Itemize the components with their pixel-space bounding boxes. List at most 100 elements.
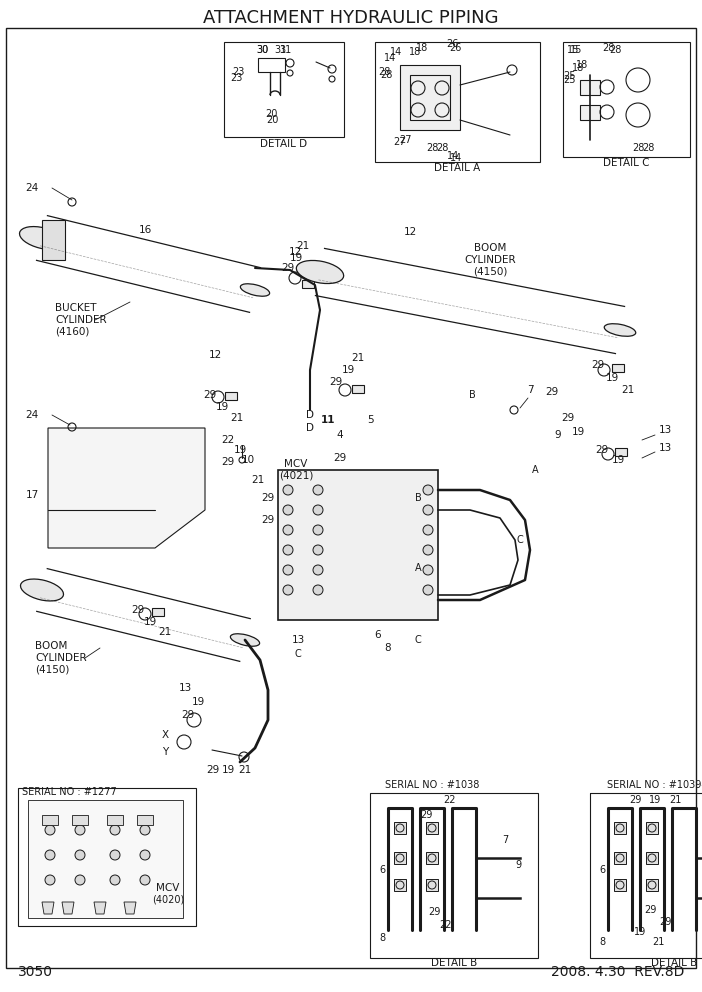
Text: 29: 29 [420, 810, 432, 820]
Circle shape [110, 825, 120, 835]
Text: 12: 12 [289, 247, 302, 257]
Text: Y: Y [162, 747, 168, 757]
Text: 28: 28 [426, 143, 438, 153]
Bar [302, 280, 314, 288]
Circle shape [313, 545, 323, 555]
Text: 9: 9 [555, 430, 562, 440]
Text: C: C [295, 649, 301, 659]
Text: 29: 29 [131, 605, 145, 615]
Circle shape [423, 525, 433, 535]
Text: 27: 27 [399, 135, 411, 145]
Bar [224, 42, 344, 137]
Text: BOOM
CYLINDER
(4150): BOOM CYLINDER (4150) [35, 642, 86, 675]
Text: 30: 30 [256, 45, 268, 55]
Circle shape [283, 545, 293, 555]
Text: 10: 10 [241, 455, 255, 465]
Text: 19: 19 [221, 765, 234, 775]
Bar [107, 815, 123, 825]
Text: 8: 8 [599, 937, 605, 947]
Text: 14: 14 [450, 153, 462, 163]
Circle shape [423, 565, 433, 575]
Text: B: B [469, 390, 475, 400]
Text: 24: 24 [25, 183, 39, 193]
Text: 29: 29 [204, 390, 217, 400]
Circle shape [75, 875, 85, 885]
Text: 25: 25 [564, 71, 576, 81]
Text: 29: 29 [428, 907, 440, 917]
Text: D: D [306, 410, 314, 420]
Text: 5: 5 [366, 415, 373, 425]
Text: 19: 19 [634, 927, 646, 937]
Text: 28: 28 [436, 143, 448, 153]
Text: 23: 23 [230, 73, 242, 83]
Text: 16: 16 [138, 225, 152, 235]
Text: 29: 29 [595, 445, 609, 455]
Text: 29: 29 [206, 765, 220, 775]
Text: 7: 7 [526, 385, 534, 395]
Bar [394, 879, 406, 891]
Bar [612, 364, 624, 372]
Text: 6: 6 [379, 865, 385, 875]
Text: 30: 30 [256, 45, 268, 55]
Text: MCV: MCV [284, 459, 307, 469]
Text: 19: 19 [192, 697, 204, 707]
Circle shape [283, 585, 293, 595]
Circle shape [45, 825, 55, 835]
Text: C: C [517, 535, 524, 545]
Text: 29: 29 [261, 515, 274, 525]
Text: 7: 7 [502, 835, 508, 845]
Bar [563, 42, 690, 157]
Text: C: C [415, 635, 421, 645]
Text: 29: 29 [629, 795, 641, 805]
Polygon shape [580, 105, 600, 120]
Text: D: D [306, 423, 314, 433]
Text: 29: 29 [562, 413, 575, 423]
Text: MCV: MCV [157, 883, 180, 893]
Circle shape [313, 525, 323, 535]
Text: 29: 29 [221, 457, 234, 467]
Text: BOOM
CYLINDER
(4150): BOOM CYLINDER (4150) [464, 243, 516, 277]
Text: 28: 28 [378, 67, 390, 77]
Bar [426, 852, 438, 864]
Text: 29: 29 [181, 710, 194, 720]
Ellipse shape [604, 323, 636, 336]
Circle shape [423, 505, 433, 515]
Text: 8: 8 [379, 933, 385, 943]
Bar [394, 852, 406, 864]
Bar [426, 879, 438, 891]
Text: 14: 14 [384, 53, 396, 63]
Text: X: X [161, 730, 168, 740]
Polygon shape [400, 65, 460, 130]
Text: 14: 14 [447, 151, 459, 161]
Polygon shape [48, 428, 205, 548]
Circle shape [110, 875, 120, 885]
Bar [42, 815, 58, 825]
Circle shape [75, 825, 85, 835]
Bar [614, 822, 626, 834]
Bar [426, 822, 438, 834]
Text: 29: 29 [261, 493, 274, 503]
Text: 26: 26 [446, 39, 458, 49]
Text: 11: 11 [321, 415, 336, 425]
Text: 4: 4 [337, 430, 343, 440]
Bar [590, 793, 702, 958]
Ellipse shape [20, 579, 63, 601]
Text: 29: 29 [333, 453, 347, 463]
Circle shape [283, 485, 293, 495]
Bar [394, 822, 406, 834]
Bar [614, 852, 626, 864]
Text: 29: 29 [329, 377, 343, 387]
Text: 18: 18 [409, 47, 421, 57]
Polygon shape [124, 902, 136, 914]
Polygon shape [94, 902, 106, 914]
Text: 28: 28 [642, 143, 654, 153]
Text: 27: 27 [394, 137, 406, 147]
Text: 21: 21 [352, 353, 364, 363]
Circle shape [45, 875, 55, 885]
Text: 29: 29 [282, 263, 295, 273]
Bar [646, 822, 658, 834]
Text: 21: 21 [296, 241, 310, 251]
Text: 20: 20 [266, 115, 278, 125]
Bar [225, 392, 237, 400]
Text: 19: 19 [605, 373, 618, 383]
